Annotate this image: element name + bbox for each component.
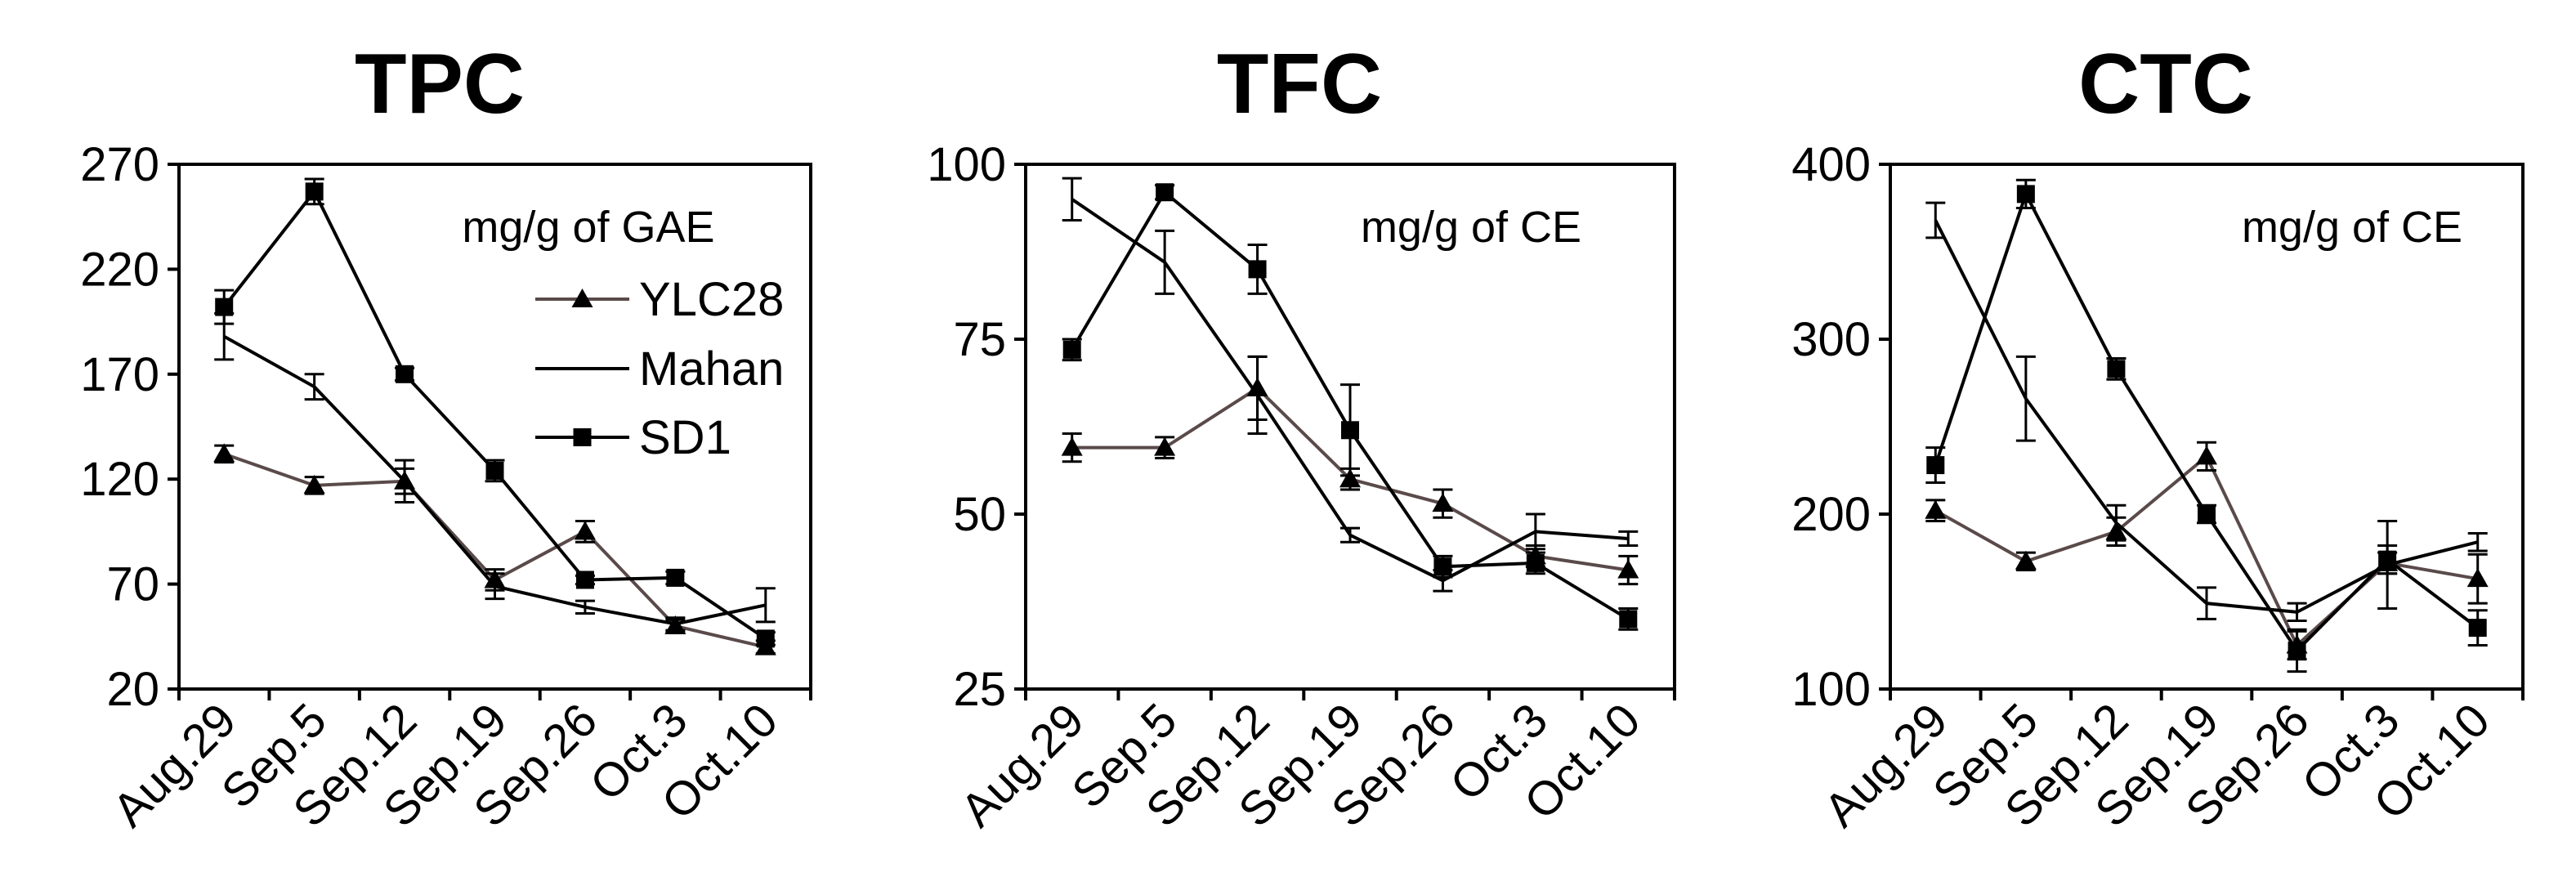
data-point-square	[1062, 340, 1081, 359]
data-point-square	[1248, 260, 1267, 279]
data-point-square	[2288, 641, 2306, 660]
legend-label: YLC28	[639, 273, 784, 326]
y-tick-label: 70	[106, 558, 159, 611]
data-point-triangle	[1061, 436, 1083, 456]
series-mahan	[1925, 201, 2488, 623]
data-point-square	[1156, 183, 1174, 202]
y-tick-label: 120	[80, 453, 159, 506]
data-point-square	[756, 629, 775, 648]
data-point-square	[1619, 610, 1638, 629]
y-tick-label: 200	[1791, 488, 1871, 541]
y-tick-label: 170	[80, 348, 159, 401]
y-tick-label: 100	[1791, 663, 1871, 716]
data-point-square	[575, 571, 594, 589]
data-point-square	[666, 568, 685, 587]
data-point-square	[396, 365, 414, 383]
series-sd1	[1062, 183, 1639, 631]
chart-title: TFC	[1217, 37, 1382, 132]
y-tick-label: 220	[80, 243, 159, 296]
data-point-triangle	[1432, 493, 1454, 512]
legend-label: SD1	[639, 411, 731, 464]
series-line-sd1	[1934, 190, 2479, 654]
series-mahan	[1062, 177, 1639, 593]
data-point-square	[2107, 360, 2126, 378]
data-point-square	[485, 461, 504, 480]
unit-label: mg/g of GAE	[462, 203, 714, 252]
data-point-triangle	[1925, 499, 1947, 519]
y-tick-label: 75	[953, 313, 1006, 366]
data-point-square	[2378, 550, 2397, 569]
data-point-triangle	[2015, 550, 2037, 570]
chart-title: CTC	[2078, 37, 2253, 132]
chart-panel-tfc: TFC255075100Aug.29Sep.5Sep.12Sep.19Sep.2…	[927, 37, 1676, 837]
y-tick-label: 50	[953, 488, 1006, 541]
legend-label: Mahan	[639, 342, 784, 396]
y-tick-label: 100	[927, 138, 1006, 191]
series-sd1	[214, 177, 776, 648]
legend: YLC28 Mahan SD1	[535, 273, 784, 464]
data-point-triangle	[2196, 445, 2217, 465]
y-tick-label: 400	[1791, 138, 1871, 191]
plot-area-frame	[1024, 163, 1676, 691]
data-point-triangle	[1617, 559, 1639, 579]
legend-marker-square	[573, 428, 592, 446]
data-point-square	[1341, 421, 1359, 440]
y-tick-label: 20	[106, 663, 159, 716]
data-point-square	[305, 182, 324, 201]
series-sd1	[1925, 178, 2488, 673]
data-point-triangle	[213, 443, 235, 463]
y-tick-label: 270	[80, 138, 159, 191]
unit-label: mg/g of CE	[2242, 203, 2462, 252]
y-tick-label: 300	[1791, 313, 1871, 366]
series-ylc28	[1925, 441, 2489, 661]
chart-panel-ctc: CTC100200300400Aug.29Sep.5Sep.12Sep.19Se…	[1791, 37, 2525, 837]
plot-area-frame	[1889, 163, 2525, 691]
data-point-square	[1526, 553, 1545, 572]
data-point-triangle	[1339, 468, 1361, 488]
y-tick-label: 25	[953, 663, 1006, 716]
chart-panel-tpc: TPC2070120170220270Aug.29Sep.5Sep.12Sep.…	[80, 37, 812, 837]
series-mahan	[214, 311, 776, 632]
data-point-triangle	[2466, 568, 2489, 588]
data-point-triangle	[303, 474, 325, 494]
data-point-triangle	[1154, 436, 1176, 456]
data-point-square	[215, 298, 234, 316]
data-point-triangle	[574, 521, 596, 540]
data-point-square	[1926, 456, 1945, 475]
chart-title: TPC	[355, 37, 525, 132]
data-point-square	[2016, 185, 2035, 204]
data-point-square	[2198, 505, 2216, 523]
legend-marker-triangle	[571, 289, 593, 307]
unit-label: mg/g of CE	[1361, 203, 1581, 252]
data-point-square	[1433, 557, 1452, 576]
plot-area-frame	[177, 163, 812, 691]
data-point-square	[2468, 619, 2487, 638]
